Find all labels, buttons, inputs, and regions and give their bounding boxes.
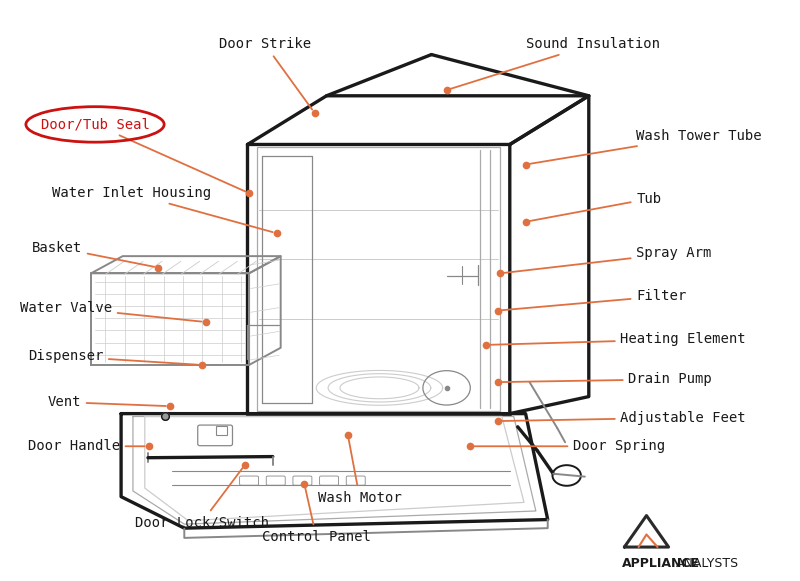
Text: Tub: Tub bbox=[530, 192, 662, 221]
Text: Sound Insulation: Sound Insulation bbox=[450, 37, 659, 89]
Text: Door Spring: Door Spring bbox=[474, 439, 665, 453]
Text: APPLIANCE: APPLIANCE bbox=[622, 557, 700, 571]
Text: Door/Tub Seal: Door/Tub Seal bbox=[41, 117, 246, 192]
Text: Drain Pump: Drain Pump bbox=[502, 372, 712, 386]
Text: ANALYSTS: ANALYSTS bbox=[676, 557, 739, 571]
Text: Door Strike: Door Strike bbox=[219, 37, 312, 110]
Text: Vent: Vent bbox=[48, 395, 166, 409]
Text: Basket: Basket bbox=[32, 241, 154, 267]
Text: Dispenser: Dispenser bbox=[28, 349, 198, 365]
Text: Heating Element: Heating Element bbox=[490, 332, 746, 346]
Text: Wash Motor: Wash Motor bbox=[318, 439, 402, 505]
Text: Door Handle: Door Handle bbox=[28, 439, 145, 453]
Text: Adjustable Feet: Adjustable Feet bbox=[502, 411, 746, 425]
Text: Spray Arm: Spray Arm bbox=[505, 246, 711, 273]
Text: Water Inlet Housing: Water Inlet Housing bbox=[51, 186, 273, 232]
Text: Water Valve: Water Valve bbox=[20, 301, 202, 321]
Text: Filter: Filter bbox=[502, 289, 686, 310]
Text: Wash Tower Tube: Wash Tower Tube bbox=[530, 129, 762, 164]
Text: Control Panel: Control Panel bbox=[262, 488, 370, 544]
Text: Door Lock/Switch: Door Lock/Switch bbox=[134, 468, 269, 529]
Bar bbox=[216, 426, 227, 435]
